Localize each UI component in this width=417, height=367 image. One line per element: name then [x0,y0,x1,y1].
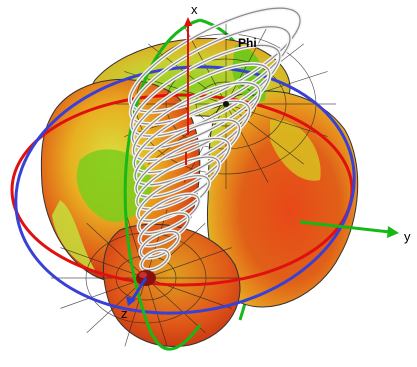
mesh-line [145,247,232,279]
helix-coil-outline [138,193,200,234]
pattern-patch-green-1 [76,149,152,222]
helix-coil-outline [138,212,190,247]
helix-coil-outline [140,249,170,271]
mesh-line [145,277,206,333]
y-axis-label: y [404,229,411,244]
pattern-patch-green-4 [52,200,95,270]
green-ring-front [123,18,202,351]
helix-coil-outline [134,119,241,186]
phi-label: Phi [238,36,257,50]
x-axis-arrow [184,17,192,135]
helix-coil-outline [139,230,180,259]
z-axis-label: z [121,306,128,321]
helix-coil-outline [135,137,230,198]
helix-coil-outline [132,82,261,162]
pattern-patch-green-3 [270,119,321,181]
x-axis-label: x [191,2,198,17]
helix-antenna [127,6,303,272]
z-axis-arrow [126,277,148,306]
mesh-line [60,247,147,279]
mesh-line [60,277,147,309]
y-axis-arrow [299,220,399,238]
helix-coil-outline [136,156,220,210]
origin-marker [185,101,229,165]
mesh-line [86,223,147,279]
helix-coil-outline [131,63,271,149]
mesh-line [124,277,147,347]
